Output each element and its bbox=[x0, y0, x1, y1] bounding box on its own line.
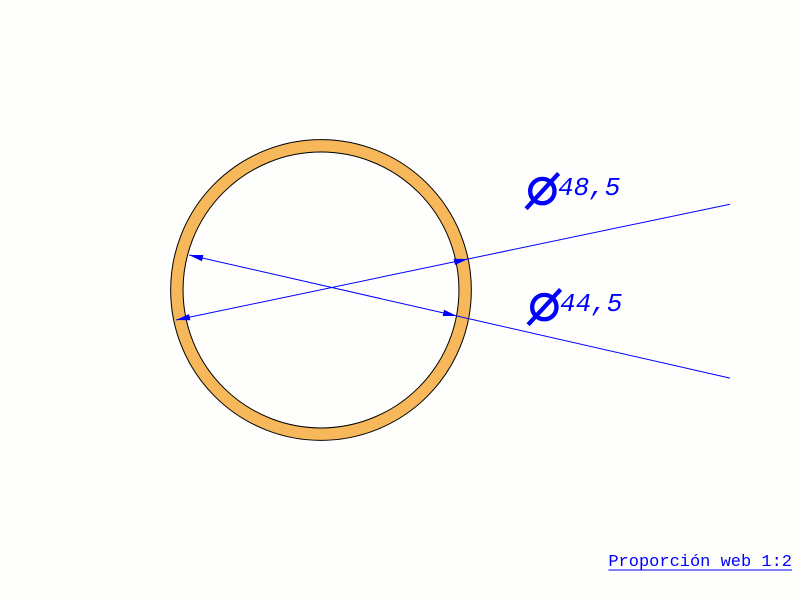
scale-ratio-label: Proporción web 1:2 bbox=[608, 553, 792, 572]
technical-drawing: 48,5 44,5 Proporción web 1:2 bbox=[0, 0, 800, 600]
outer-diameter-label: 48,5 bbox=[558, 173, 620, 203]
inner-diameter-label: 44,5 bbox=[560, 289, 622, 319]
